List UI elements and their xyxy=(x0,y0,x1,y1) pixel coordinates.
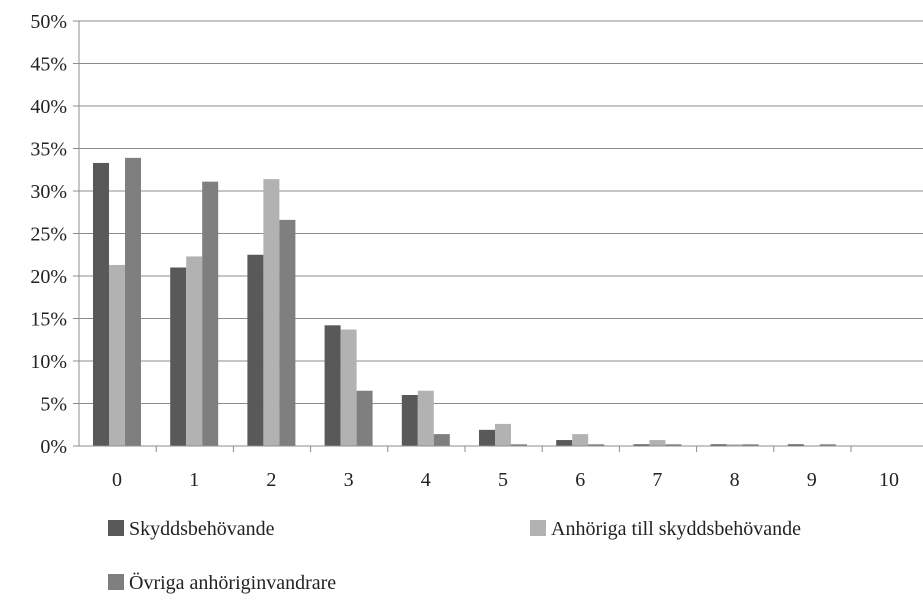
bar-ovriga-anhoriginvandrare xyxy=(356,390,373,446)
x-tick-label: 0 xyxy=(112,469,122,491)
legend: Skyddsbehövande Anhöriga till skyddsbehöv… xyxy=(108,518,801,594)
y-tick-label: 45% xyxy=(30,54,67,76)
gridlines xyxy=(79,20,923,447)
y-tick-label: 5% xyxy=(40,394,67,416)
bar-ovriga-anhoriginvandrare xyxy=(125,157,141,446)
bar-skyddsbehovande xyxy=(93,162,109,446)
x-tick-label: 6 xyxy=(575,469,585,491)
y-tick-label: 15% xyxy=(30,309,67,331)
bar-skyddsbehovande xyxy=(401,395,418,446)
legend-label: Skyddsbehövande xyxy=(129,518,275,540)
bar-anhoriga-till-skyddsbehovande xyxy=(109,264,125,446)
x-tick-label: 7 xyxy=(652,469,662,491)
bar-ovriga-anhoriginvandrare xyxy=(665,444,682,446)
y-tick-label: 40% xyxy=(30,96,67,118)
y-tick-label: 50% xyxy=(30,11,67,33)
legend-label: Anhöriga till skyddsbehövande xyxy=(551,518,801,540)
bar-skyddsbehovande xyxy=(787,444,804,446)
legend-item: Övriga anhöriginvandrare xyxy=(108,571,336,594)
y-tick-label: 20% xyxy=(30,266,67,288)
y-tick-label: 25% xyxy=(30,224,67,246)
x-tick-label: 5 xyxy=(498,469,508,491)
y-tick-label: 10% xyxy=(30,351,67,373)
x-tick-label: 9 xyxy=(807,469,817,491)
x-tick-label: 10 xyxy=(879,469,899,491)
bar-skyddsbehovande xyxy=(633,444,650,446)
y-tick-label: 35% xyxy=(30,139,67,161)
bar-anhoriga-till-skyddsbehovande xyxy=(340,329,357,446)
legend-swatch xyxy=(108,520,124,536)
bar-skyddsbehovande xyxy=(324,325,341,446)
bar-anhoriga-till-skyddsbehovande xyxy=(726,444,743,446)
x-tick-label: 1 xyxy=(189,469,199,491)
bar-ovriga-anhoriginvandrare xyxy=(588,444,605,446)
bar-skyddsbehovande xyxy=(479,429,495,446)
axes: 0% 5% 10% 15% 20% 25% 30% 35% 40% 45% 50% 0 1 2 3 4 5 6 7 8… xyxy=(30,11,923,491)
bar-ovriga-anhoriginvandrare xyxy=(742,444,759,446)
legend-label: Övriga anhöriginvandrare xyxy=(129,571,336,594)
bar-skyddsbehovande xyxy=(556,440,573,446)
bar-anhoriga-till-skyddsbehovande xyxy=(572,434,589,446)
legend-item: Anhöriga till skyddsbehövande xyxy=(530,518,801,540)
bar-ovriga-anhoriginvandrare xyxy=(279,219,296,446)
bar-ovriga-anhoriginvandrare xyxy=(819,444,836,446)
bar-skyddsbehovande xyxy=(170,267,187,446)
legend-swatch xyxy=(530,520,546,536)
bar-ovriga-anhoriginvandrare xyxy=(433,434,450,446)
legend-swatch xyxy=(108,574,124,590)
bar-anhoriga-till-skyddsbehovande xyxy=(649,440,666,446)
y-tick-label: 0% xyxy=(40,436,67,458)
bar-ovriga-anhoriginvandrare xyxy=(511,444,527,446)
y-tick-label: 30% xyxy=(30,181,67,203)
bar-ovriga-anhoriginvandrare xyxy=(202,181,219,446)
x-tick-label: 2 xyxy=(266,469,276,491)
x-tick-label: 4 xyxy=(421,469,431,491)
bar-skyddsbehovande xyxy=(710,444,727,446)
x-tick-label: 8 xyxy=(730,469,740,491)
x-tick-label: 3 xyxy=(344,469,354,491)
bar-anhoriga-till-skyddsbehovande xyxy=(417,390,434,446)
bar-anhoriga-till-skyddsbehovande xyxy=(495,423,511,446)
bar-skyddsbehovande xyxy=(247,254,264,446)
bars xyxy=(93,157,836,446)
legend-item: Skyddsbehövande xyxy=(108,518,275,540)
bar-anhoriga-till-skyddsbehovande xyxy=(263,179,280,446)
bar-anhoriga-till-skyddsbehovande xyxy=(186,256,203,446)
